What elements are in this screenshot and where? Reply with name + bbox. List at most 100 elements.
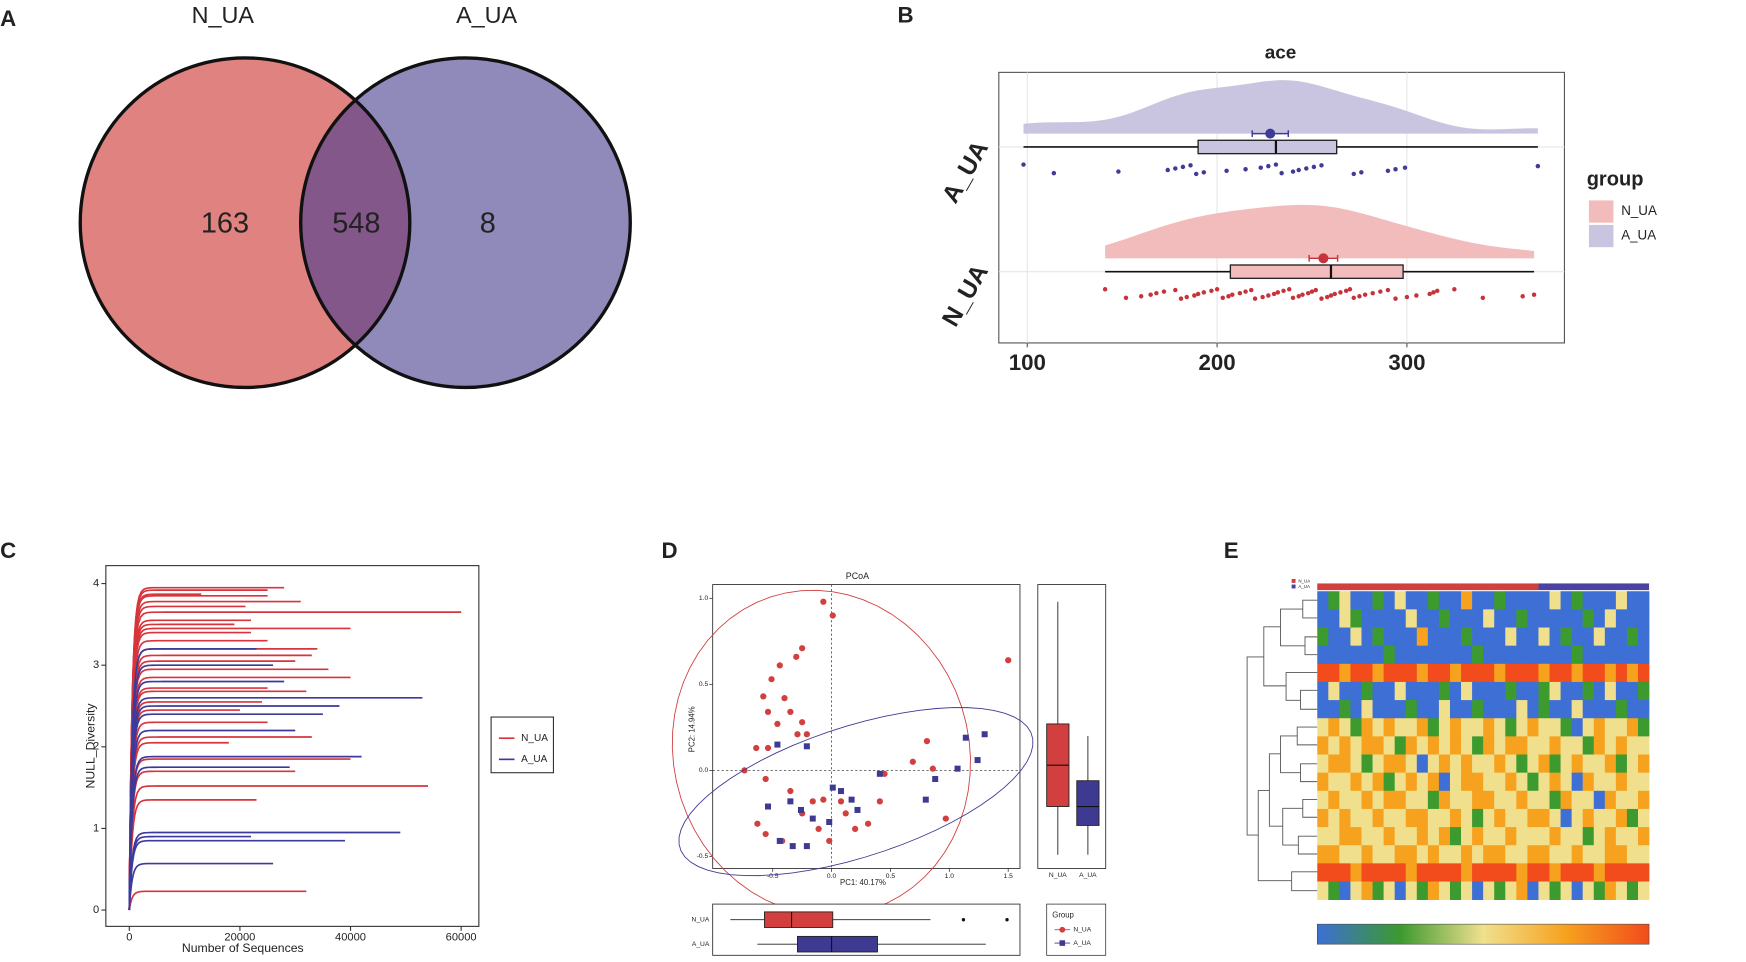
point: [793, 653, 800, 660]
heat-cell: [1626, 609, 1639, 628]
heat-cell: [1571, 681, 1584, 701]
heat-cell: [1571, 754, 1584, 773]
heat-cell: [1637, 863, 1650, 882]
point: [974, 757, 981, 764]
heat-cell: [1438, 627, 1451, 646]
point: [1230, 292, 1235, 297]
point: [1393, 167, 1398, 172]
heat-cell: [1604, 827, 1617, 846]
point: [1178, 296, 1184, 301]
point: [1385, 168, 1391, 174]
point: [1184, 294, 1189, 300]
heat-cell: [1626, 736, 1639, 755]
heat-cell: [1328, 718, 1340, 737]
heat-cell: [1516, 645, 1528, 665]
x-tick-label: A_UA: [1079, 872, 1097, 879]
heat-cell: [1328, 754, 1340, 773]
point: [803, 843, 810, 850]
heat-cell: [1637, 790, 1650, 810]
point: [1309, 289, 1315, 294]
heat-cell: [1538, 591, 1550, 610]
heat-cell: [1427, 718, 1440, 737]
heat-cell: [1593, 754, 1606, 773]
heat-cell: [1615, 827, 1628, 846]
heat-cell: [1560, 845, 1572, 864]
x-tick-label: 100: [1009, 350, 1046, 375]
heat-cell: [1427, 754, 1440, 773]
density-cloud: [1105, 204, 1535, 259]
heat-cell: [1505, 827, 1517, 846]
heat-cell: [1494, 663, 1506, 683]
heat-cell: [1350, 718, 1362, 737]
heat-cell: [1350, 627, 1362, 646]
heat-cell: [1626, 845, 1639, 864]
point: [1249, 287, 1254, 293]
point: [1138, 294, 1144, 299]
heat-cell: [1527, 772, 1539, 792]
heat-cell: [1582, 663, 1595, 683]
point: [848, 796, 855, 803]
heat-cell: [1637, 591, 1650, 610]
heat-cell: [1582, 736, 1595, 755]
heat-cell: [1427, 663, 1440, 683]
heat-cell: [1317, 881, 1329, 900]
heat-cell: [1516, 718, 1528, 737]
heat-cell: [1438, 808, 1451, 828]
heat-cell: [1449, 700, 1462, 719]
legend-label: N_UA: [1073, 926, 1091, 933]
heat-cell: [1549, 609, 1561, 628]
point: [1378, 289, 1383, 294]
point: [1123, 295, 1129, 301]
point: [787, 798, 794, 805]
heat-cell: [1472, 700, 1484, 719]
heat-cell: [1604, 718, 1617, 737]
heat-cell: [1494, 627, 1506, 646]
point: [787, 787, 794, 795]
point: [826, 837, 833, 845]
heat-cell: [1494, 736, 1506, 755]
y-tick-label: N_UA: [937, 260, 994, 332]
heat-cell: [1538, 790, 1550, 810]
heat-cell: [1494, 827, 1506, 846]
point: [1296, 294, 1301, 299]
point: [1319, 296, 1324, 301]
heat-cell: [1350, 681, 1362, 701]
point: [815, 825, 822, 833]
heat-cell: [1604, 808, 1617, 828]
heat-cell: [1615, 627, 1628, 646]
heat-cell: [1350, 863, 1362, 882]
point: [1393, 296, 1398, 301]
heat-cell: [1416, 736, 1429, 755]
heat-cell: [1549, 700, 1561, 719]
y-tick-label: 4: [93, 578, 99, 590]
set-label: N_UA: [192, 2, 255, 28]
heat-cell: [1472, 663, 1484, 683]
heat-cell: [1604, 790, 1617, 810]
heat-cell: [1615, 863, 1628, 882]
heat-cell: [1494, 863, 1506, 882]
heat-cell: [1339, 663, 1351, 683]
heat-cell: [1582, 790, 1595, 810]
heat-cell: [1538, 736, 1550, 755]
heat-cell: [1593, 827, 1606, 846]
heat-cell: [1361, 627, 1373, 646]
heat-cell: [1516, 772, 1528, 792]
y-tick-label: 1: [93, 822, 99, 834]
y-tick-label: 0.5: [699, 681, 709, 688]
heat-cell: [1483, 790, 1495, 810]
heat-cell: [1560, 681, 1572, 701]
panel-letter: A: [0, 6, 16, 31]
point: [981, 731, 988, 738]
point: [842, 810, 849, 817]
legend-label: N_UA: [1621, 203, 1657, 218]
heat-cell: [1483, 591, 1495, 610]
heat-cell: [1427, 736, 1440, 755]
point: [826, 819, 833, 826]
heat-cell: [1615, 718, 1628, 737]
heat-cell: [1571, 700, 1584, 719]
heat-cell: [1582, 609, 1595, 628]
heat-cell: [1560, 863, 1572, 882]
heat-cell: [1405, 736, 1418, 755]
heat-cell: [1405, 700, 1418, 719]
